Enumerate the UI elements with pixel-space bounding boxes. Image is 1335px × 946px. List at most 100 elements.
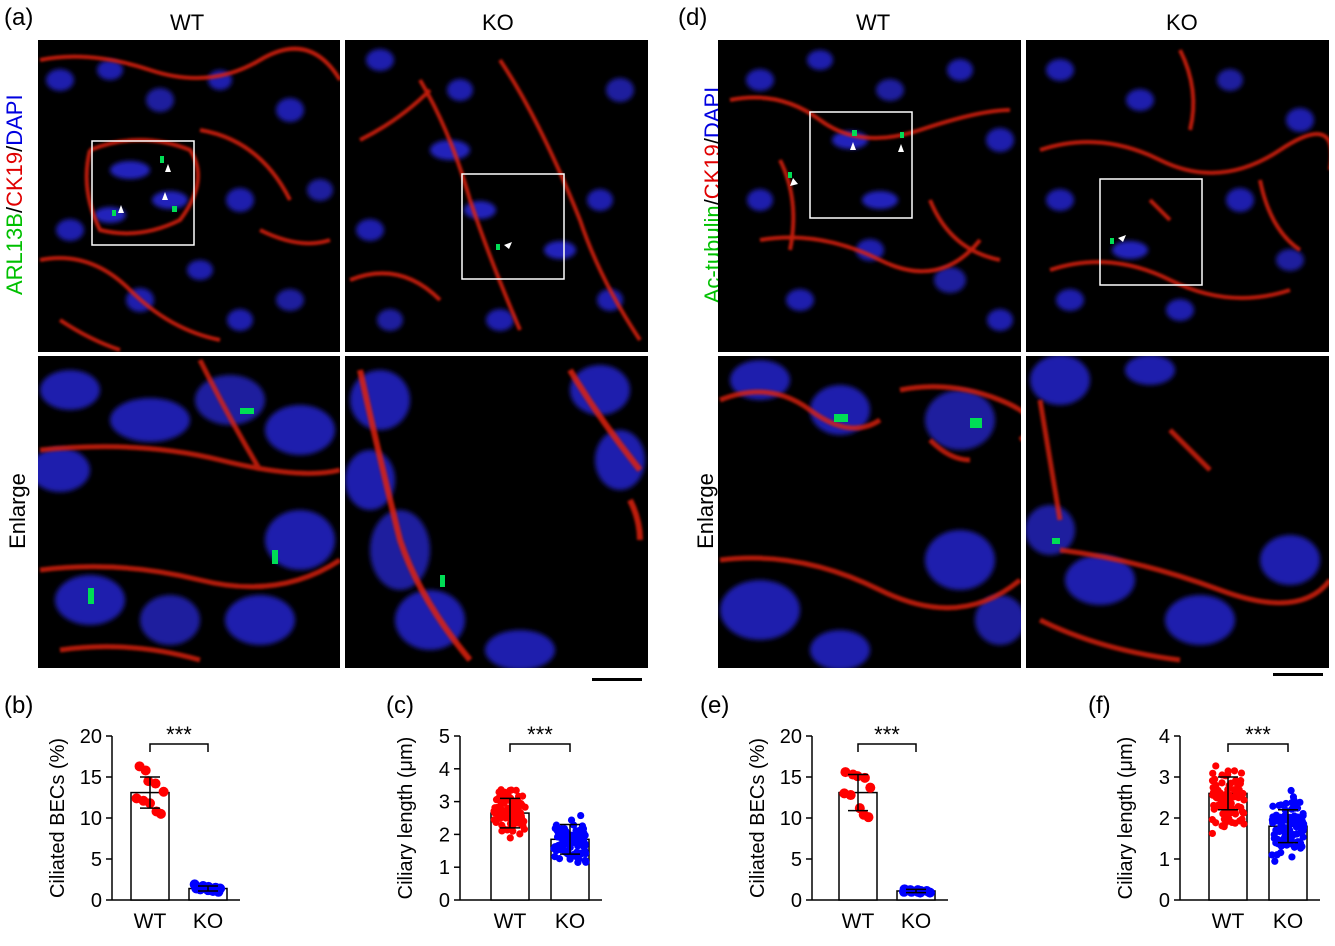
chart-c: 0 1 2 3 4 5 Ciliary length (μm) WT KO ***: [395, 722, 602, 933]
data-point-ko: [1296, 844, 1305, 852]
significance-label: ***: [527, 722, 553, 747]
data-point-ko: [1277, 842, 1285, 850]
x-tick-label-ko: KO: [193, 910, 223, 933]
data-point-wt: [150, 778, 161, 789]
y-tick-label: 0: [91, 890, 102, 912]
tissue-wt-enlarge-2: [719, 360, 1021, 668]
data-point-wt: [1211, 775, 1219, 783]
chart-f: 0 1 2 3 4 Ciliary length (μm) WT KO ***: [1115, 722, 1320, 933]
data-point-ko: [1271, 857, 1279, 865]
data-point-wt: [1220, 823, 1228, 831]
data-point-ko: [1287, 836, 1295, 844]
data-point-wt: [520, 825, 529, 833]
data-point-ko: [579, 825, 588, 833]
data-point-wt: [1209, 769, 1217, 777]
panel-label-d: (d): [678, 4, 708, 31]
data-point-ko: [1289, 793, 1298, 801]
panel-label-e: (e): [700, 692, 730, 719]
data-point-ko: [567, 816, 576, 824]
data-point-ko: [581, 856, 589, 865]
y-tick-label: 2: [439, 824, 450, 846]
tissue-ko-overview: [349, 49, 642, 342]
data-point-ko: [553, 833, 562, 841]
y-tick-label: 1: [439, 857, 450, 879]
data-point-wt: [516, 830, 524, 838]
data-point-ko: [213, 886, 224, 897]
data-point-wt: [865, 782, 876, 793]
data-point-ko: [1297, 814, 1305, 823]
data-point-ko: [577, 811, 585, 820]
y-tick-label: 0: [439, 890, 450, 912]
y-tick-label: 20: [780, 726, 802, 748]
panel-label-b: (b): [4, 692, 34, 719]
tissue-wt-overview: [39, 46, 340, 352]
y-tick-label: 15: [780, 767, 802, 789]
data-point-wt: [1208, 816, 1216, 824]
tissue-wt-enlarge: [38, 358, 340, 663]
left-col-wt-header: WT: [170, 10, 205, 35]
data-point-wt: [1234, 781, 1242, 789]
data-point-ko: [1298, 823, 1307, 832]
y-tick-label: 4: [439, 759, 450, 781]
data-point-wt: [1218, 802, 1226, 810]
data-point-wt: [1231, 819, 1239, 827]
data-point-ko: [1291, 804, 1299, 812]
y-axis-label: Ciliated BECs (%): [47, 738, 69, 898]
y-tick-label: 0: [1159, 890, 1170, 912]
y-tick-label: 5: [439, 726, 450, 748]
data-point-wt: [1212, 781, 1220, 789]
y-tick-label: 3: [1159, 767, 1170, 789]
scale-bar-left: [592, 678, 642, 681]
data-point-wt: [1218, 779, 1226, 787]
significance-bracket: [509, 743, 571, 752]
data-point-wt: [1234, 789, 1242, 798]
y-axis-label: Ciliary length (μm): [395, 737, 417, 900]
data-point-ko: [1275, 801, 1283, 810]
y-tick-label: 20: [80, 726, 102, 748]
data-point-wt: [155, 808, 166, 819]
data-point-ko: [1282, 799, 1290, 808]
x-tick-label-wt: WT: [134, 910, 167, 933]
tissue-ko-enlarge-2: [1026, 356, 1329, 663]
data-point-wt: [509, 807, 517, 815]
data-point-ko: [566, 855, 574, 863]
data-point-wt: [491, 804, 499, 812]
data-point-ko: [1270, 817, 1278, 825]
data-point-wt: [1237, 769, 1246, 777]
significance-bracket: [857, 743, 917, 752]
data-point-wt: [1237, 803, 1245, 812]
data-point-ko: [551, 843, 559, 851]
significance-label: ***: [1245, 722, 1271, 747]
y-tick-label: 15: [80, 767, 102, 789]
data-point-wt: [495, 811, 503, 819]
right-col-wt-header: WT: [856, 10, 891, 35]
data-point-ko: [576, 834, 585, 843]
data-point-ko: [581, 846, 589, 855]
data-point-wt: [499, 799, 507, 807]
left-col-ko-header: KO: [482, 10, 514, 35]
data-point-ko: [1285, 828, 1293, 837]
y-tick-label: 10: [80, 808, 102, 830]
data-point-wt: [509, 827, 517, 835]
data-point-ko: [1287, 786, 1295, 795]
y-tick-label: 10: [780, 808, 802, 830]
data-point-wt: [859, 772, 870, 783]
data-point-ko: [564, 840, 572, 848]
tissue-wt-overview-2: [729, 50, 1014, 331]
tissue-ko-overview-2: [1039, 49, 1329, 321]
significance-label: ***: [166, 722, 192, 747]
y-tick-label: 5: [91, 849, 102, 871]
data-point-wt: [1223, 772, 1231, 780]
data-point-ko: [1280, 826, 1288, 834]
data-point-ko: [924, 887, 935, 898]
chart-e: 0 5 10 15 20 Ciliated BECs (%) WT KO ***: [747, 722, 948, 933]
data-point-wt: [1231, 809, 1239, 817]
data-point-wt: [515, 798, 523, 807]
data-point-ko: [195, 884, 206, 895]
x-tick-label-wt: WT: [494, 910, 527, 933]
data-point-wt: [1212, 762, 1220, 770]
y-tick-label: 3: [439, 792, 450, 814]
right-col-ko-header: KO: [1166, 10, 1198, 35]
data-point-ko: [1269, 802, 1277, 810]
significance-label: ***: [874, 722, 900, 747]
